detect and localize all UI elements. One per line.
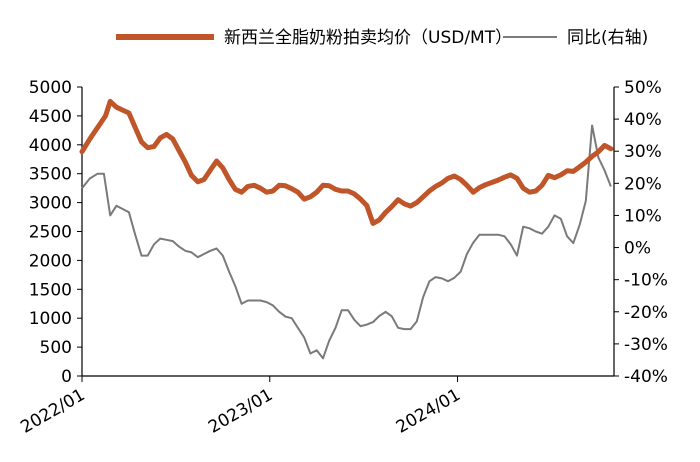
right-tick-label: 50% (624, 78, 662, 98)
left-tick-label: 1000 (29, 309, 72, 329)
tick-labels: 0 500 1000 1500 2000 2500 3000 3500 4000 4500 5000… (17, 78, 668, 438)
legend-label-yoy: 同比(右轴) (567, 28, 648, 48)
x-tick-label: 2022/01 (17, 385, 88, 438)
left-tick-label: 3000 (29, 194, 72, 214)
axes (77, 86, 619, 382)
plot-area (79, 98, 614, 360)
right-tick-label: 0% (624, 239, 651, 259)
right-tick-label: 20% (624, 174, 662, 194)
left-tick-label: 2500 (29, 223, 72, 243)
right-tick-label: -10% (624, 271, 668, 291)
legend-label-price: 新西兰全脂奶粉拍卖均价（USD/MT） (224, 28, 512, 48)
left-tick-label: 5000 (29, 78, 72, 98)
left-tick-label: 4000 (29, 136, 72, 156)
right-tick-label: 30% (624, 142, 662, 162)
left-tick-label: 0 (61, 367, 72, 387)
x-tick-label: 2023/01 (205, 385, 276, 438)
left-tick-label: 4500 (29, 107, 72, 127)
right-tick-label: 40% (624, 110, 662, 130)
right-tick-label: -30% (624, 335, 668, 355)
legend: 新西兰全脂奶粉拍卖均价（USD/MT） 同比(右轴) (116, 28, 648, 48)
series-line-yoy (81, 124, 612, 360)
right-tick-label: 10% (624, 206, 662, 226)
x-tick-label: 2024/01 (393, 385, 464, 438)
left-tick-label: 500 (40, 338, 72, 358)
series-line-price (79, 98, 614, 226)
left-tick-label: 3500 (29, 165, 72, 185)
right-tick-label: -40% (624, 367, 668, 387)
left-tick-label: 1500 (29, 280, 72, 300)
right-tick-label: -20% (624, 303, 668, 323)
left-tick-label: 2000 (29, 251, 72, 271)
